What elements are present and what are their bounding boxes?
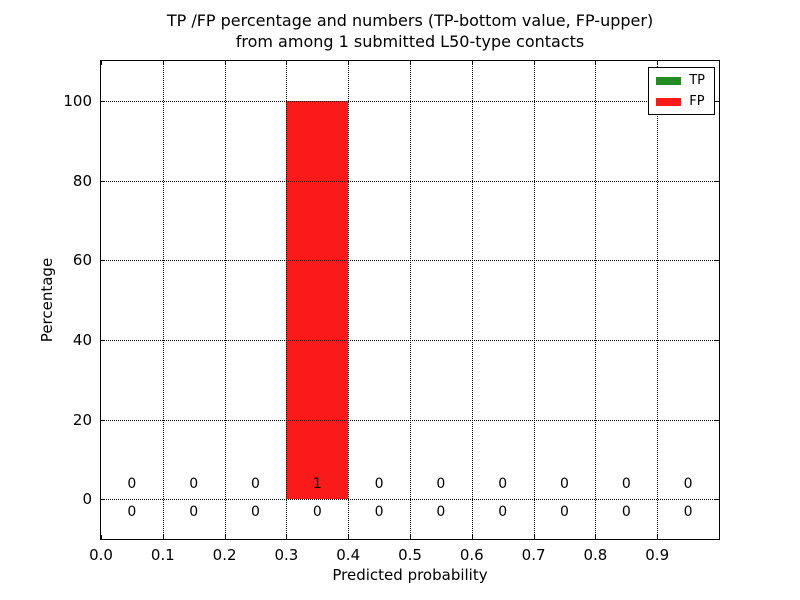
x-tick-mark-bottom [595,535,597,539]
v-gridline [224,61,226,539]
x-tick-mark-bottom [533,535,535,539]
x-axis-label: Predicted probability [332,566,488,584]
count-label-fp: 0 [374,476,384,493]
count-label-fp: 0 [436,476,446,493]
count-label-tp: 0 [683,504,693,521]
chart-title-line2: from among 1 submitted L50-type contacts [235,32,585,51]
v-gridline [471,61,473,539]
count-label-tp: 0 [251,504,260,521]
x-tick-mark-top [471,61,473,65]
count-label-fp: 0 [621,476,631,493]
y-tick-mark-right [715,339,719,341]
x-tick-mark-top [719,61,720,65]
x-tick-label: 0.4 [336,546,361,564]
count-label-tp: 0 [436,504,446,521]
legend: TP FP [648,67,715,115]
x-tick-mark-top [533,61,535,65]
x-tick-label: 0.1 [150,546,175,564]
count-label-fp: 0 [251,476,260,493]
x-tick-label: 0.9 [645,546,670,564]
y-tick-mark-right [715,419,719,421]
count-label-fp: 0 [498,476,508,493]
y-tick-label: 80 [72,171,92,190]
y-tick-mark-right [715,180,719,182]
legend-swatch-fp-icon [656,97,682,106]
y-tick-mark-left [101,419,105,421]
v-gridline [533,61,535,539]
x-tick-mark-bottom [657,535,659,539]
y-tick-mark-right [715,499,719,501]
x-tick-mark-top [162,61,164,65]
y-tick-mark-left [101,100,105,102]
legend-swatch-tp-icon [656,76,682,85]
x-tick-label: 0.0 [89,546,113,564]
count-label-fp: 1 [312,476,322,493]
count-label-tp: 0 [374,504,384,521]
x-tick-mark-top [101,61,102,65]
v-gridline [286,61,288,539]
count-label-tp: 0 [560,504,569,521]
y-tick-mark-left [101,180,105,182]
x-tick-mark-bottom [286,535,288,539]
x-tick-mark-bottom [471,535,473,539]
v-gridline [595,61,597,539]
x-tick-mark-top [224,61,226,65]
x-tick-mark-bottom [162,535,164,539]
v-gridline [410,61,411,539]
x-tick-mark-top [348,61,350,65]
count-label-tp: 0 [312,504,322,521]
x-tick-label: 0.2 [212,546,237,564]
x-tick-label: 0.3 [274,546,299,564]
y-tick-mark-right [715,260,719,262]
y-axis-label: Percentage [38,257,56,343]
x-tick-label: 0.6 [459,546,484,564]
y-tick-label: 20 [72,410,92,429]
y-tick-mark-left [101,499,105,501]
bar-fp [286,100,349,500]
count-label-tp: 0 [498,504,508,521]
x-tick-label: 0.7 [521,546,546,564]
count-label-fp: 0 [127,476,137,493]
legend-entry-fp: FP [656,93,705,110]
y-tick-mark-right [715,100,719,102]
y-tick-mark-left [101,260,105,262]
count-label-tp: 0 [189,504,199,521]
x-tick-mark-bottom [410,535,411,539]
y-tick-mark-left [101,339,105,341]
count-label-tp: 0 [621,504,631,521]
count-label-tp: 0 [127,504,137,521]
chart-title-line1: TP /FP percentage and numbers (TP-bottom… [166,11,654,30]
count-label-fp: 0 [683,476,693,493]
x-tick-label: 0.5 [398,546,422,564]
count-label-fp: 0 [189,476,199,493]
x-tick-mark-top [657,61,659,65]
y-tick-label: 60 [72,251,92,270]
v-gridline [162,61,164,539]
x-tick-mark-bottom [101,535,102,539]
y-tick-label: 100 [63,91,92,110]
x-tick-mark-bottom [348,535,350,539]
x-tick-label: 0.8 [583,546,608,564]
chart-title: TP /FP percentage and numbers (TP-bottom… [100,10,720,52]
plot-area: TP FP 0 0 0 0 0 0 0 0 0 0 0 0 0 1 0 0 0 0 0 0 [100,60,720,540]
x-tick-mark-bottom [719,535,720,539]
x-tick-mark-top [410,61,411,65]
legend-label-fp: FP [689,94,705,109]
v-gridline [657,61,659,539]
y-tick-label: 40 [72,330,92,349]
v-gridline [348,61,350,539]
legend-label-tp: TP [689,73,705,88]
x-tick-mark-top [595,61,597,65]
count-label-fp: 0 [560,476,569,493]
x-tick-mark-bottom [224,535,226,539]
legend-entry-tp: TP [656,72,705,89]
x-tick-mark-top [286,61,288,65]
y-tick-label: 0 [82,490,92,509]
